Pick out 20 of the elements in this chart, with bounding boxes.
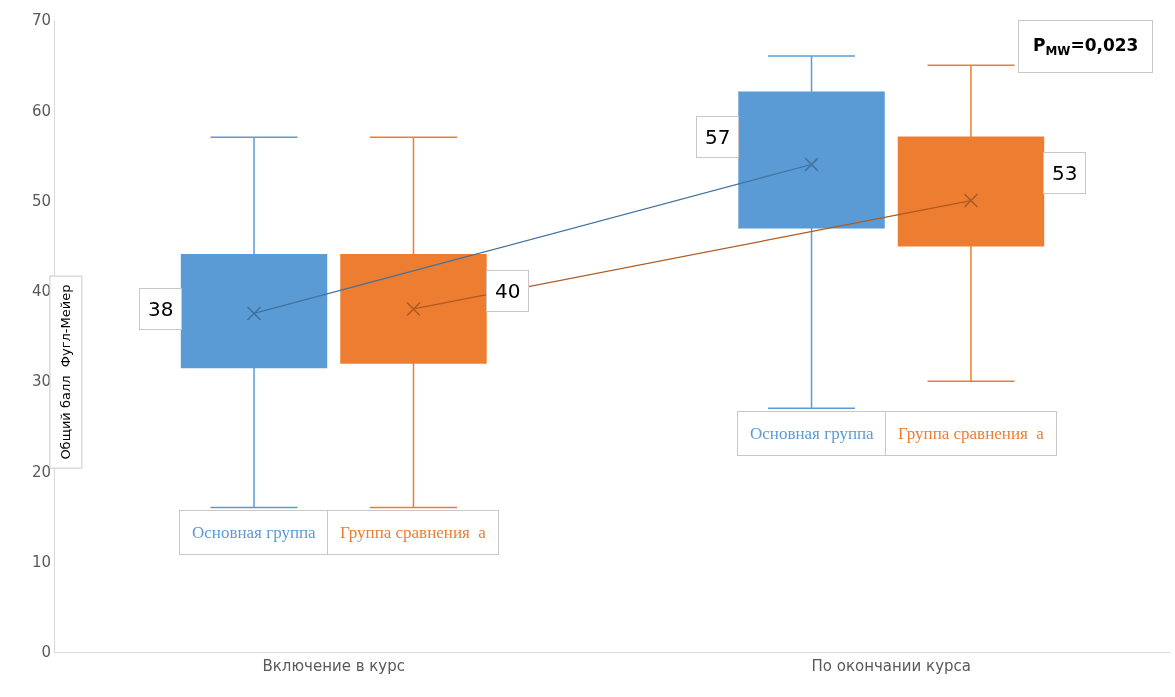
y-tick-label: 10	[31, 552, 51, 571]
text: 57	[705, 125, 731, 149]
y-tick-label: 70	[31, 11, 51, 30]
annotation: P$_{MW}$=0,023	[1033, 35, 1139, 58]
text: Основная группа	[750, 424, 874, 443]
y-tick-label: 40	[31, 282, 51, 301]
y-tick-label: 30	[31, 372, 51, 391]
x-tick-label: Включение в курс	[262, 657, 406, 675]
y-tick-label: 50	[31, 191, 51, 210]
y-axis-title: Общий балл Фугл-Мейер	[58, 284, 74, 460]
y-tick-label: 20	[31, 462, 51, 481]
y-tick-label: 60	[31, 101, 51, 120]
text: Основная группа	[192, 523, 317, 542]
text: 40	[495, 279, 521, 303]
text: 53	[1052, 161, 1078, 185]
y-tick-label: 0	[41, 643, 51, 662]
x-tick-label: По окончании курса	[811, 657, 971, 675]
text: 38	[148, 297, 174, 321]
text: Группа сравнения а	[898, 424, 1044, 443]
text: Группа сравнения а	[340, 523, 487, 542]
